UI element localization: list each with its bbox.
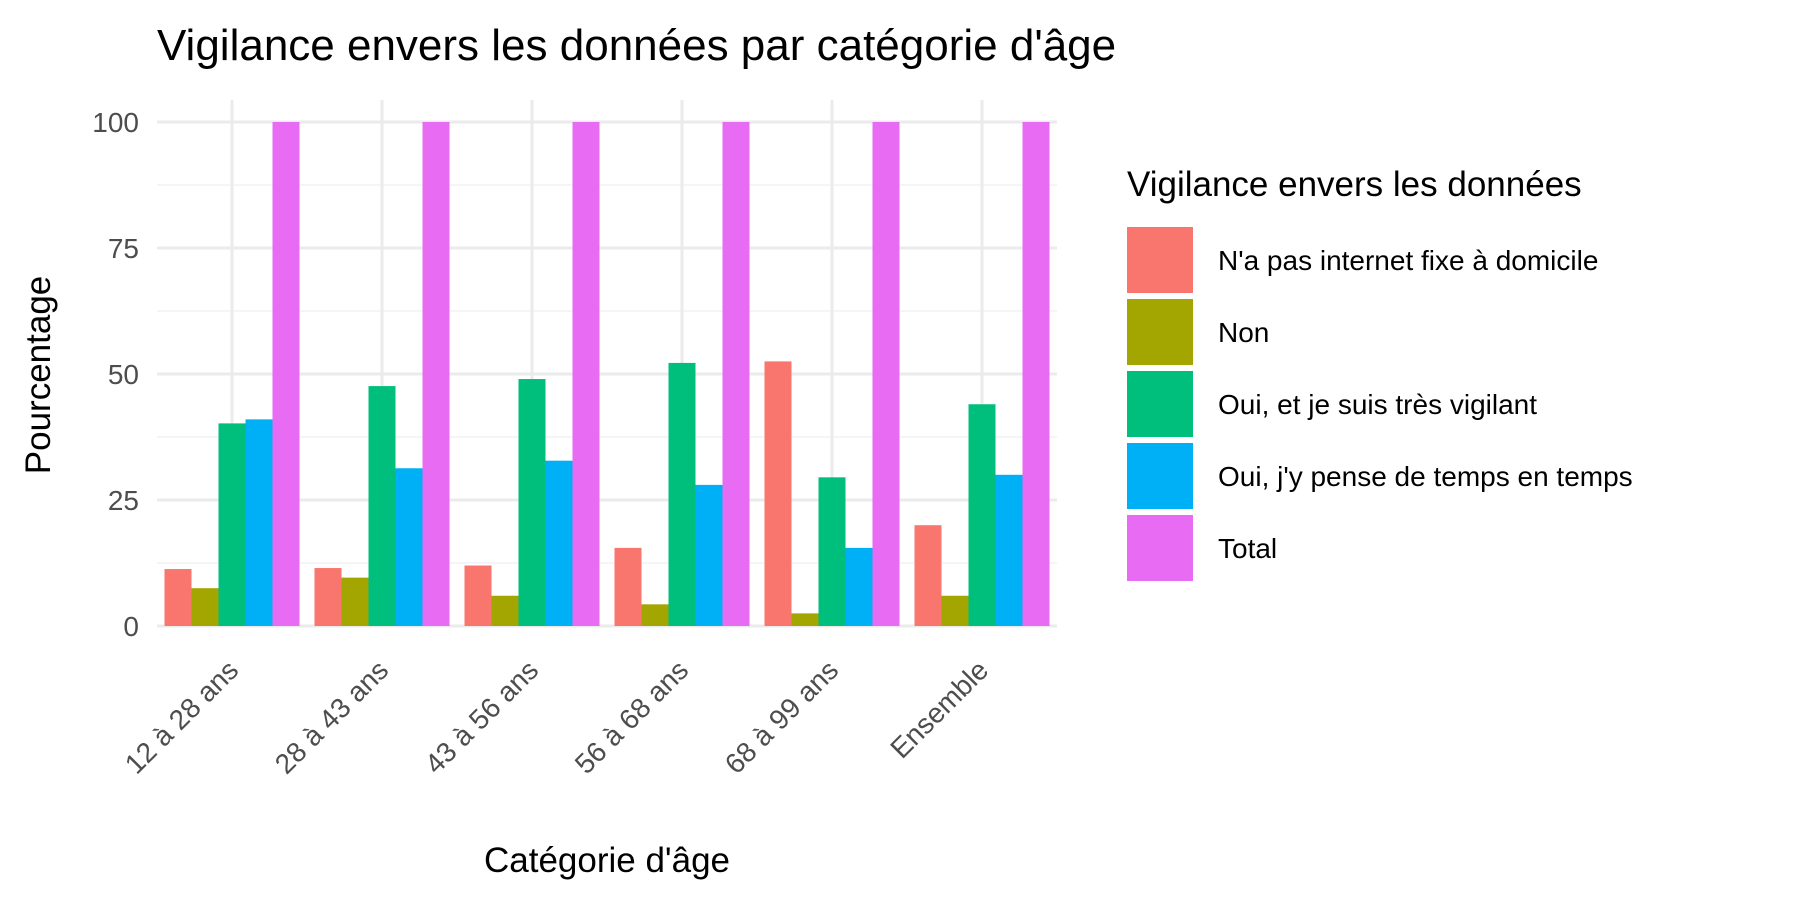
bar — [764, 361, 792, 626]
bar — [791, 613, 819, 626]
bar — [164, 569, 192, 626]
bar — [872, 122, 900, 626]
y-tick-label: 25 — [108, 485, 139, 516]
bar — [941, 595, 969, 626]
x-tick-label: 12 à 28 ans — [119, 654, 244, 779]
bar — [464, 565, 492, 626]
legend-swatch — [1127, 371, 1193, 437]
bar — [968, 404, 996, 626]
x-tick-label: 28 à 43 ans — [269, 654, 394, 779]
bar — [314, 568, 342, 626]
legend-label: Non — [1218, 317, 1269, 348]
bar — [191, 588, 219, 626]
legend-swatch — [1127, 299, 1193, 365]
bars — [164, 122, 1050, 626]
bar — [572, 122, 600, 626]
legend: Vigilance envers les données N'a pas int… — [1127, 165, 1633, 581]
legend-label: Oui, et je suis très vigilant — [1218, 389, 1537, 420]
x-tick-label: Ensemble — [884, 654, 994, 764]
bar — [245, 419, 273, 626]
x-axis-title: Catégorie d'âge — [484, 841, 730, 880]
y-tick-label: 50 — [108, 359, 139, 390]
y-axis-ticks: 0 25 50 75 100 — [92, 107, 139, 642]
bar — [695, 484, 723, 626]
bar — [1022, 122, 1050, 626]
bar — [422, 122, 450, 626]
y-tick-label: 100 — [92, 107, 139, 138]
bar — [218, 423, 246, 626]
bar — [368, 386, 396, 626]
bar — [491, 595, 519, 626]
legend-swatch — [1127, 443, 1193, 509]
bar — [545, 460, 573, 626]
bar — [818, 477, 846, 626]
y-tick-label: 0 — [123, 611, 139, 642]
legend-swatch — [1127, 515, 1193, 581]
x-tick-label: 43 à 56 ans — [419, 654, 544, 779]
legend-swatch — [1127, 227, 1193, 293]
bar — [722, 122, 750, 626]
y-tick-label: 75 — [108, 233, 139, 264]
chart-title: Vigilance envers les données par catégor… — [157, 21, 1116, 70]
bar — [995, 474, 1023, 626]
legend-title: Vigilance envers les données — [1127, 165, 1582, 204]
legend-label: N'a pas internet fixe à domicile — [1218, 245, 1598, 276]
bar — [341, 577, 369, 626]
legend-label: Total — [1218, 533, 1277, 564]
bar — [641, 604, 669, 626]
bar — [272, 122, 300, 626]
x-tick-label: 68 à 99 ans — [719, 654, 844, 779]
bar — [395, 468, 423, 626]
bar — [668, 362, 696, 626]
bar — [614, 547, 642, 626]
bar — [518, 379, 546, 626]
bar — [914, 525, 942, 626]
legend-items: N'a pas internet fixe à domicile Non Oui, … — [1127, 227, 1633, 581]
y-axis-title: Pourcentage — [19, 276, 58, 474]
x-axis-ticks: 12 à 28 ans 28 à 43 ans 43 à 56 ans 56 à 68… — [119, 654, 994, 779]
bar — [845, 547, 873, 626]
x-tick-label: 56 à 68 ans — [569, 654, 694, 779]
legend-label: Oui, j'y pense de temps en temps — [1218, 461, 1633, 492]
